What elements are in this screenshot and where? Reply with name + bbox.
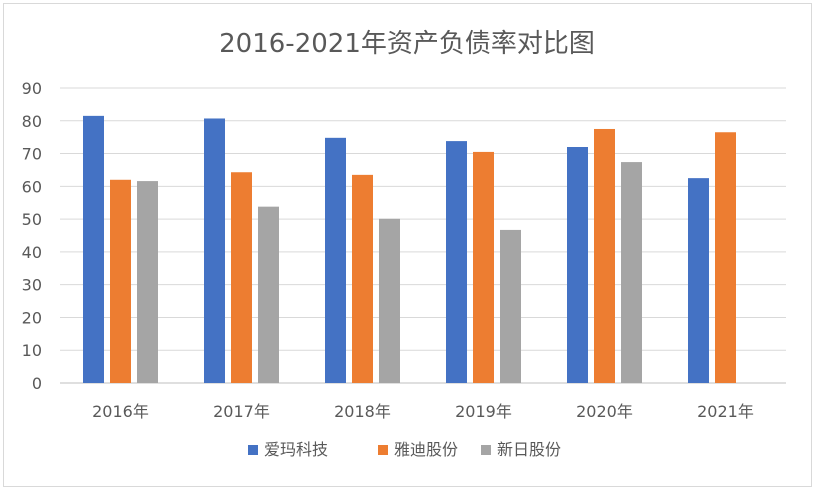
x-tick-label: 2019年	[455, 402, 512, 421]
y-tick-label: 80	[22, 112, 42, 131]
y-tick-label: 60	[22, 177, 42, 196]
chart-title: 2016-2021年资产负债率对比图	[219, 29, 595, 59]
bar-1-5	[715, 132, 736, 383]
y-tick-label: 10	[22, 341, 42, 360]
bar-0-1	[204, 118, 225, 383]
y-tick-label: 30	[22, 276, 42, 295]
legend: 爱玛科技 雅迪股份 新日股份	[248, 440, 561, 459]
bar-2-2	[379, 218, 400, 383]
y-tick-label: 20	[22, 308, 42, 327]
legend-label: 爱玛科技	[264, 440, 328, 459]
bar-0-3	[446, 141, 467, 383]
bar-0-0	[83, 115, 104, 383]
x-tick-label: 2018年	[334, 402, 391, 421]
legend-swatch	[248, 445, 258, 455]
y-tick-label: 70	[22, 145, 42, 164]
bar-0-4	[567, 147, 588, 383]
legend-label: 新日股份	[497, 440, 561, 459]
x-tick-label: 2017年	[213, 402, 270, 421]
bar-2-1	[258, 206, 279, 383]
y-axis: 0 10 20 30 40 50 60 70 80 90	[22, 79, 42, 393]
legend-swatch	[378, 445, 388, 455]
x-axis: 2016年 2017年 2018年 2019年 2020年 2021年	[92, 402, 754, 421]
gridlines	[60, 87, 786, 384]
legend-label: 雅迪股份	[394, 440, 458, 459]
y-tick-label: 90	[22, 79, 42, 98]
bar-1-2	[352, 174, 373, 383]
y-tick-label: 50	[22, 210, 42, 229]
x-tick-label: 2021年	[697, 402, 754, 421]
bar-0-5	[688, 178, 709, 383]
x-tick-label: 2020年	[576, 402, 633, 421]
bar-chart: 2016-2021年资产负债率对比图 0 10 20 30 40 50 60 70 80 90 2…	[22, 29, 786, 459]
y-tick-label: 0	[32, 374, 42, 393]
legend-swatch	[481, 445, 491, 455]
bar-1-0	[110, 179, 131, 383]
bar-1-3	[473, 151, 494, 383]
y-tick-label: 40	[22, 243, 42, 262]
chart-frame: 2016-2021年资产负债率对比图 0 10 20 30 40 50 60 70 80 90 2…	[3, 3, 812, 487]
bar-1-1	[231, 172, 252, 383]
bar-2-0	[137, 181, 158, 383]
bar-1-4	[594, 128, 615, 383]
bar-2-3	[500, 229, 521, 383]
x-tick-label: 2016年	[92, 402, 149, 421]
bar-0-2	[325, 137, 346, 383]
bars	[83, 115, 736, 383]
bar-2-4	[621, 162, 642, 383]
